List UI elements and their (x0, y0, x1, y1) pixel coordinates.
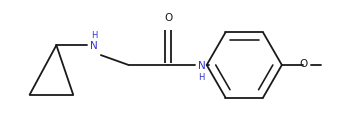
Text: N: N (90, 41, 98, 51)
Text: H: H (91, 31, 97, 40)
Text: N: N (198, 61, 206, 71)
Text: O: O (299, 59, 307, 69)
Text: O: O (164, 12, 172, 22)
Text: H: H (199, 73, 205, 82)
